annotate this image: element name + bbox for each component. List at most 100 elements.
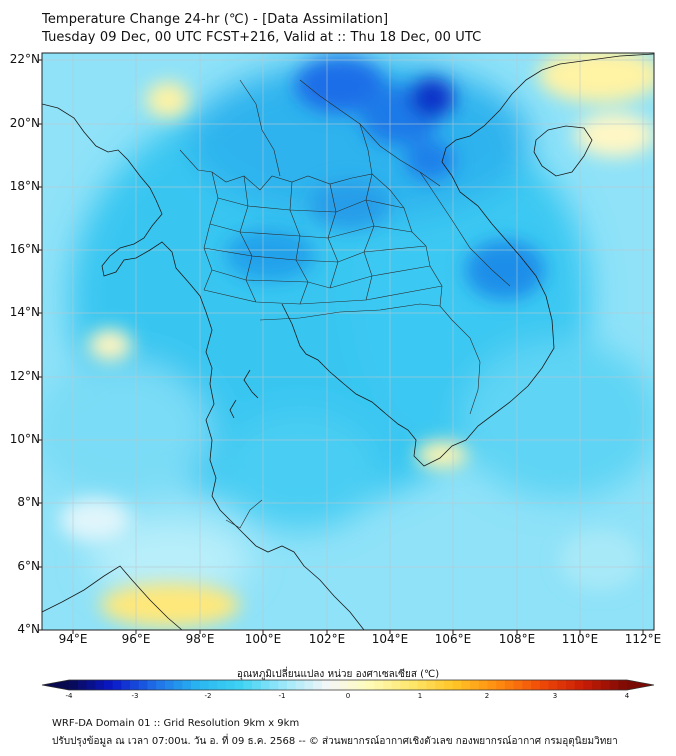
colorbar-segment [304,680,314,690]
colorbar-min-extension [42,680,69,690]
colorbar-segment [435,680,445,690]
lon-label-110e: 110°E [561,632,599,646]
colorbar-segment [348,680,358,690]
provincial-borders [179,79,511,529]
lon-label-104e: 104°E [371,632,409,646]
colorbar-segment [86,680,96,690]
colorbar-segment [260,680,270,690]
colorbar-segment [130,680,140,690]
colorbar-segment [225,680,236,690]
colorbar-segment [409,680,419,690]
colorbar-segment [478,680,488,690]
footer-update-info: ปรับปรุงข้อมูล ณ เวลา 07:00น. วัน อ. ที่… [52,736,618,747]
lon-label-100e: 100°E [244,632,282,646]
colorbar-segment [557,680,567,690]
colorbar-segment [147,680,157,690]
colorbar-segment [173,680,183,690]
colorbar-segment [592,680,602,690]
lon-label-96e: 96°E [121,632,151,646]
lat-label-10n: 10°N [9,432,40,446]
colorbar-segment [199,680,209,690]
colorbar-segment [95,680,105,690]
colorbar-segment [356,680,366,690]
colorbar-tick: 0 [345,692,351,700]
colorbar-segment [182,680,192,690]
colorbar-segment [522,680,532,690]
lon-label-112e: 112°E [624,632,662,646]
colorbar-segment [583,680,593,690]
colorbar-segment [400,680,410,690]
colorbar-segment [513,680,523,690]
colorbar-segment [470,680,480,690]
lat-label-16n: 16°N [9,242,40,256]
lon-label-106e: 106°E [434,632,472,646]
colorbar-segment [164,680,175,690]
colorbar-segment [548,680,558,690]
lat-label-14n: 14°N [9,305,40,319]
axis-ticks [38,59,644,634]
lat-label-20n: 20°N [9,116,40,130]
colorbar [41,679,655,691]
colorbar-segment [69,680,79,690]
colorbar-segment [208,680,218,690]
colorbar-segment [321,680,331,690]
colorbar-tick: 4 [624,692,630,700]
colorbar-segment [443,680,454,690]
colorbar-segment [234,680,244,690]
lat-label-8n: 8°N [17,495,40,509]
colorbar-segment [243,680,253,690]
colorbar-segment [269,680,279,690]
field-layer [42,53,654,630]
colorbar-segment [609,680,619,690]
lat-label-4n: 4°N [17,622,40,636]
coastlines [42,53,654,630]
colorbar-segment [217,680,227,690]
colorbar-segment [618,680,628,690]
colorbar-tick: -3 [131,692,139,700]
colorbar-segment [496,680,506,690]
lon-label-108e: 108°E [498,632,536,646]
lat-label-12n: 12°N [9,369,40,383]
colorbar-segment [121,680,131,690]
colorbar-segment [286,680,297,690]
colorbar-segment [313,680,323,690]
lat-label-18n: 18°N [9,179,40,193]
colorbar-segment [365,680,375,690]
graticule [42,53,654,630]
lat-label-6n: 6°N [17,559,40,573]
colorbar-segment [112,680,122,690]
colorbar-segment [539,680,549,690]
colorbar-segment [339,680,349,690]
colorbar-segment [600,680,610,690]
colorbar-segment [417,680,427,690]
colorbar-tick: 2 [484,692,490,700]
colorbar-segment [278,680,288,690]
colorbar-segment [565,680,576,690]
colorbar-segment [574,680,584,690]
lon-label-94e: 94°E [58,632,88,646]
map-frame [41,52,655,631]
colorbar-segment [452,680,462,690]
colorbar-segment [138,680,148,690]
colorbar-segment [156,680,166,690]
colorbar-segment [77,680,87,690]
colorbar-segment [391,680,401,690]
colorbar-tick: -4 [65,692,73,700]
lon-label-102e: 102°E [308,632,346,646]
colorbar-segment [374,680,384,690]
colorbar-segment [103,680,113,690]
lon-label-98e: 98°E [185,632,215,646]
colorbar-segment [330,680,340,690]
colorbar-label: อุณหภูมิเปลี่ยนแปลง หน่วย องศาเซลเซียส (… [236,669,440,680]
colorbar-segment [295,680,305,690]
lat-label-22n: 22°N [9,52,40,66]
colorbar-tick: -2 [204,692,212,700]
colorbar-segment [252,680,262,690]
footer-model-info: WRF-DA Domain 01 :: Grid Resolution 9km … [52,718,300,729]
colorbar-segment [504,680,515,690]
colorbar-segment [487,680,497,690]
map-subtitle: Tuesday 09 Dec, 00 UTC FCST+216, Valid a… [42,30,482,45]
colorbar-segment [426,680,436,690]
colorbar-tick: 3 [552,692,558,700]
